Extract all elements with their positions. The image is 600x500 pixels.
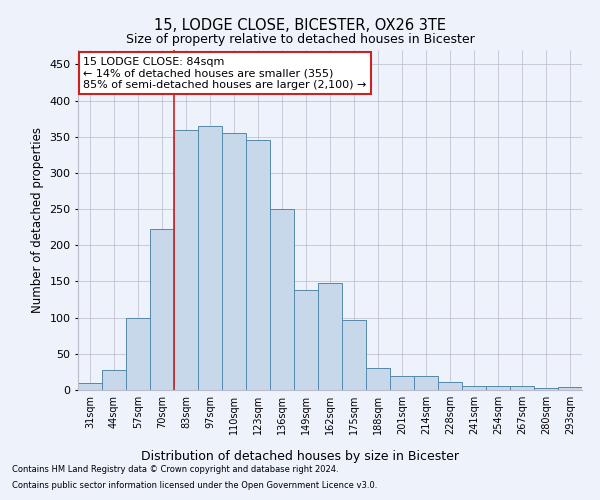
Y-axis label: Number of detached properties: Number of detached properties bbox=[31, 127, 44, 313]
Bar bbox=[486, 386, 510, 390]
Bar bbox=[222, 133, 246, 390]
Bar bbox=[342, 320, 366, 390]
Bar bbox=[534, 388, 558, 390]
Bar bbox=[558, 387, 582, 390]
Text: 15, LODGE CLOSE, BICESTER, OX26 3TE: 15, LODGE CLOSE, BICESTER, OX26 3TE bbox=[154, 18, 446, 32]
Bar bbox=[438, 382, 462, 390]
Bar bbox=[126, 318, 150, 390]
Text: Contains public sector information licensed under the Open Government Licence v3: Contains public sector information licen… bbox=[12, 480, 377, 490]
Bar bbox=[150, 230, 174, 390]
Text: 15 LODGE CLOSE: 84sqm
← 14% of detached houses are smaller (355)
85% of semi-det: 15 LODGE CLOSE: 84sqm ← 14% of detached … bbox=[83, 57, 367, 90]
Bar bbox=[318, 283, 342, 390]
Bar bbox=[366, 368, 390, 390]
Bar bbox=[102, 370, 126, 390]
Bar bbox=[462, 386, 486, 390]
Text: Contains HM Land Registry data © Crown copyright and database right 2024.: Contains HM Land Registry data © Crown c… bbox=[12, 466, 338, 474]
Bar bbox=[270, 209, 294, 390]
Bar bbox=[174, 130, 198, 390]
Bar bbox=[246, 140, 270, 390]
Bar bbox=[510, 386, 534, 390]
Bar bbox=[294, 290, 318, 390]
Text: Distribution of detached houses by size in Bicester: Distribution of detached houses by size … bbox=[141, 450, 459, 463]
Bar bbox=[414, 376, 438, 390]
Bar bbox=[198, 126, 222, 390]
Text: Size of property relative to detached houses in Bicester: Size of property relative to detached ho… bbox=[125, 32, 475, 46]
Bar bbox=[390, 376, 414, 390]
Bar bbox=[78, 383, 102, 390]
